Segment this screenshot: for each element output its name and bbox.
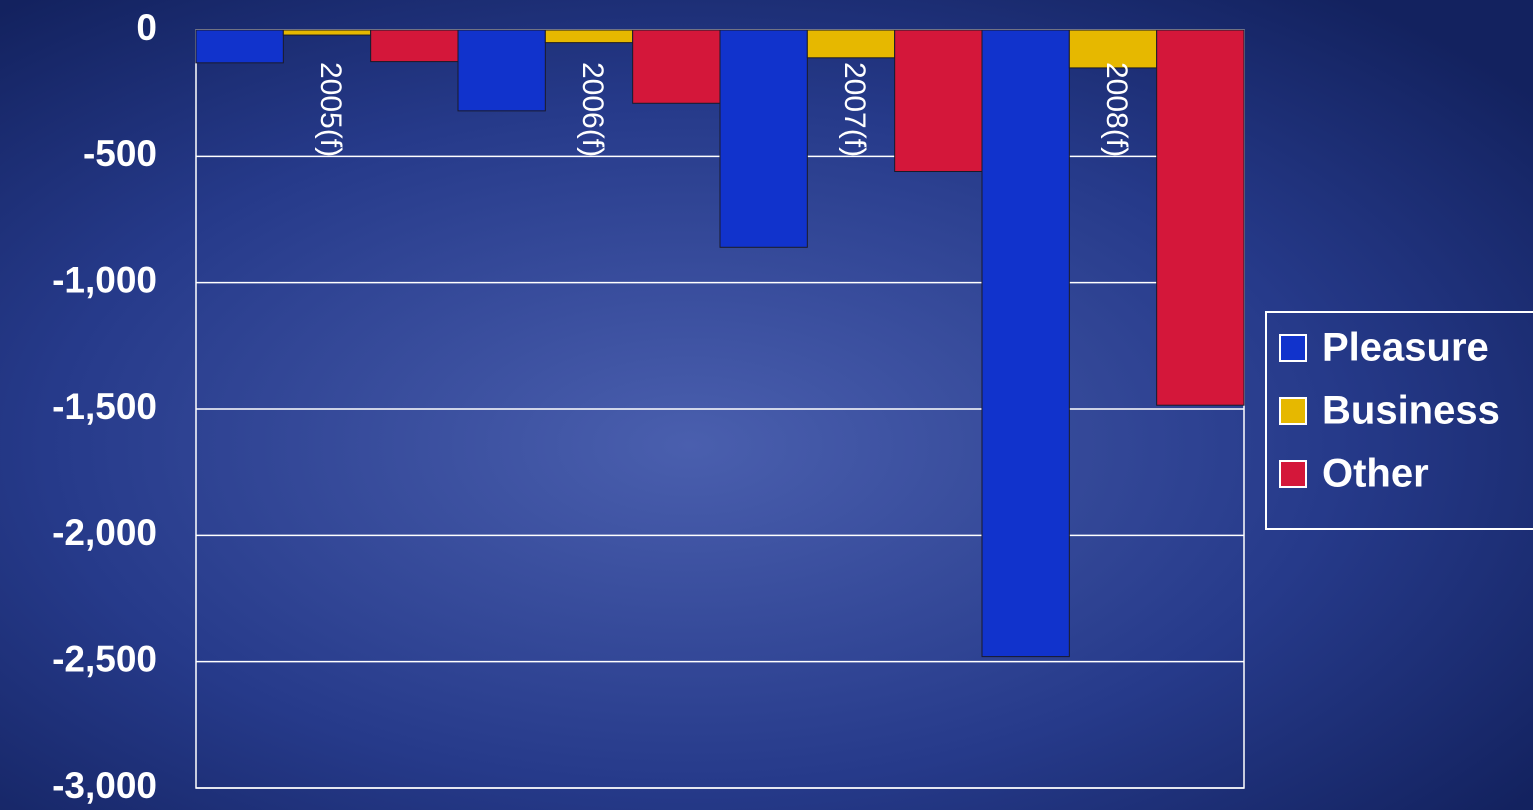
bar <box>282 29 372 36</box>
legend-label: Other <box>1322 452 1429 496</box>
legend-swatch <box>1279 334 1307 362</box>
x-tick-label: 2007(f) <box>838 62 871 157</box>
bar <box>632 29 721 104</box>
legend-swatch <box>1279 397 1307 425</box>
legend-box <box>1265 311 1533 530</box>
legend-swatch <box>1279 460 1307 488</box>
x-tick-label: 2008(f) <box>1100 62 1133 157</box>
y-tick-label: -1,000 <box>52 259 157 300</box>
bar <box>195 29 284 64</box>
y-tick-label: 0 <box>136 7 157 48</box>
bar <box>719 29 808 248</box>
y-tick-label: -500 <box>83 133 157 174</box>
bar <box>1156 29 1245 406</box>
bar <box>981 29 1070 658</box>
y-tick-label: -1,500 <box>52 386 157 427</box>
legend-label: Pleasure <box>1322 326 1489 370</box>
x-tick-label: 2005(f) <box>314 62 347 157</box>
bar <box>370 29 459 63</box>
bar <box>457 29 546 112</box>
bar <box>806 29 896 59</box>
y-tick-label: -2,000 <box>52 512 157 553</box>
x-tick-label: 2006(f) <box>576 62 609 157</box>
bar <box>894 29 983 172</box>
bar <box>1068 29 1158 69</box>
y-tick-label: -2,500 <box>52 638 157 679</box>
bar <box>544 29 634 44</box>
y-tick-label: -3,000 <box>52 765 157 806</box>
legend-label: Business <box>1322 389 1500 433</box>
